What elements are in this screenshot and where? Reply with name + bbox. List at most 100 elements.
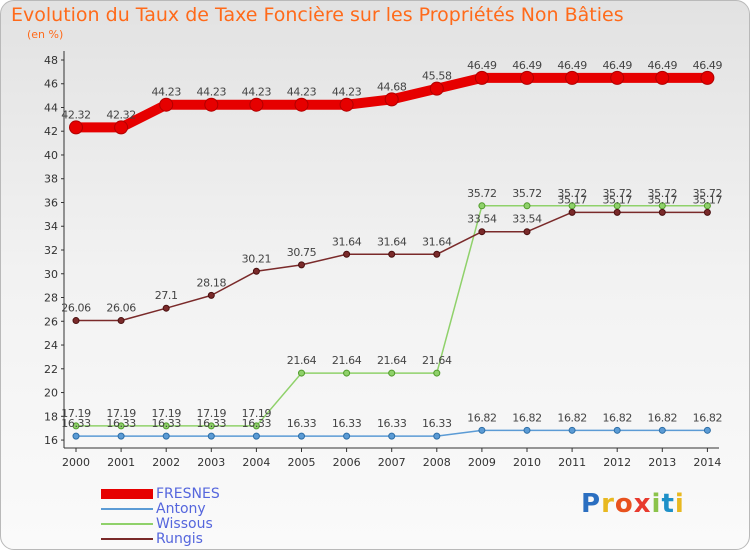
y-tick-label: 26 — [44, 315, 58, 328]
data-label: 46.49 — [602, 59, 632, 72]
y-tick-label: 30 — [44, 268, 58, 281]
x-tick-label: 2004 — [242, 456, 270, 469]
x-tick-label: 2012 — [603, 456, 631, 469]
legend-label: Wissous — [156, 516, 213, 532]
data-point — [343, 432, 351, 440]
data-point — [655, 70, 670, 85]
data-point — [252, 422, 260, 430]
data-point — [384, 92, 399, 107]
series-line-rungis — [75, 211, 709, 322]
data-point — [294, 97, 309, 112]
x-tick-label: 2013 — [648, 456, 676, 469]
data-label: 21.64 — [422, 354, 452, 367]
data-label: 46.49 — [557, 59, 587, 72]
data-label: 16.33 — [106, 417, 136, 430]
data-point — [388, 250, 396, 258]
data-point — [658, 426, 666, 434]
y-tick-label: 32 — [44, 244, 58, 257]
legend-label: Antony — [156, 501, 206, 517]
data-label: 44.23 — [332, 86, 362, 99]
data-point — [69, 120, 83, 135]
data-point — [433, 369, 441, 377]
data-label: 30.75 — [287, 246, 317, 259]
y-tick-label: 20 — [44, 387, 58, 400]
data-label: 16.33 — [197, 417, 227, 430]
data-point — [388, 369, 396, 377]
data-point — [523, 202, 531, 210]
data-point — [568, 202, 576, 210]
data-label: 33.54 — [512, 213, 542, 226]
y-tick-label: 34 — [44, 220, 58, 233]
x-tick-label: 2002 — [152, 456, 180, 469]
data-label: 17.19 — [61, 407, 91, 420]
logo-letter: i — [674, 489, 685, 519]
data-label: 28.18 — [197, 276, 227, 289]
data-point — [433, 432, 441, 440]
data-label: 31.64 — [377, 235, 407, 248]
data-point — [568, 426, 576, 434]
data-point — [162, 432, 170, 440]
data-label: 35.72 — [512, 187, 542, 200]
data-label: 16.82 — [557, 411, 587, 424]
y-tick-label: 40 — [44, 149, 58, 162]
data-point — [249, 97, 264, 112]
data-label: 21.64 — [287, 354, 317, 367]
data-label: 35.72 — [467, 187, 497, 200]
y-tick-label: 28 — [44, 292, 58, 305]
logo-letter: P — [581, 489, 602, 519]
x-tick-label: 2009 — [468, 456, 496, 469]
data-label: 26.06 — [106, 302, 136, 315]
logo-letter: r — [601, 489, 615, 519]
data-label: 35.72 — [557, 187, 587, 200]
data-point — [252, 432, 260, 440]
data-label: 46.49 — [467, 59, 497, 72]
data-point — [478, 228, 486, 236]
data-point — [72, 422, 80, 430]
x-tick-label: 2001 — [107, 456, 135, 469]
data-point — [523, 426, 531, 434]
y-tick-label: 42 — [44, 125, 58, 138]
data-label: 16.33 — [287, 417, 317, 430]
data-label: 35.72 — [602, 187, 632, 200]
y-tick-label: 22 — [44, 363, 58, 376]
data-point — [114, 120, 129, 135]
data-label: 16.82 — [693, 411, 723, 424]
data-point — [298, 432, 305, 440]
y-tick-label: 16 — [44, 434, 58, 447]
data-point — [613, 426, 621, 434]
data-label: 26.06 — [61, 302, 91, 315]
data-point — [162, 304, 170, 312]
data-label: 16.33 — [242, 417, 272, 430]
y-tick-label: 36 — [44, 196, 58, 209]
legend-label: Rungis — [156, 531, 203, 547]
data-point — [72, 432, 80, 440]
data-point — [72, 317, 80, 325]
proxiti-logo: Proxiti — [581, 489, 685, 519]
y-unit-label: (en %) — [27, 28, 64, 41]
data-label: 46.49 — [693, 59, 723, 72]
data-point — [478, 202, 486, 210]
data-label: 21.64 — [377, 354, 407, 367]
data-label: 35.17 — [602, 193, 632, 206]
x-tick-label: 2006 — [333, 456, 361, 469]
data-point — [252, 267, 260, 275]
y-tick-label: 38 — [44, 173, 58, 186]
x-tick-label: 2000 — [62, 456, 90, 469]
data-label: 45.58 — [422, 70, 452, 83]
data-label: 35.17 — [693, 193, 723, 206]
y-tick-label: 18 — [44, 410, 58, 423]
data-point — [343, 369, 351, 377]
legend-swatch — [101, 508, 153, 510]
data-point — [474, 70, 489, 85]
data-point — [565, 70, 580, 85]
data-label: 16.33 — [377, 417, 407, 430]
x-tick-label: 2011 — [558, 456, 586, 469]
data-label: 16.82 — [512, 411, 542, 424]
data-point — [117, 317, 125, 325]
data-label: 31.64 — [332, 235, 362, 248]
data-label: 16.82 — [602, 411, 632, 424]
data-point — [117, 422, 125, 430]
logo-letter: i — [651, 489, 662, 519]
data-label: 16.82 — [648, 411, 678, 424]
